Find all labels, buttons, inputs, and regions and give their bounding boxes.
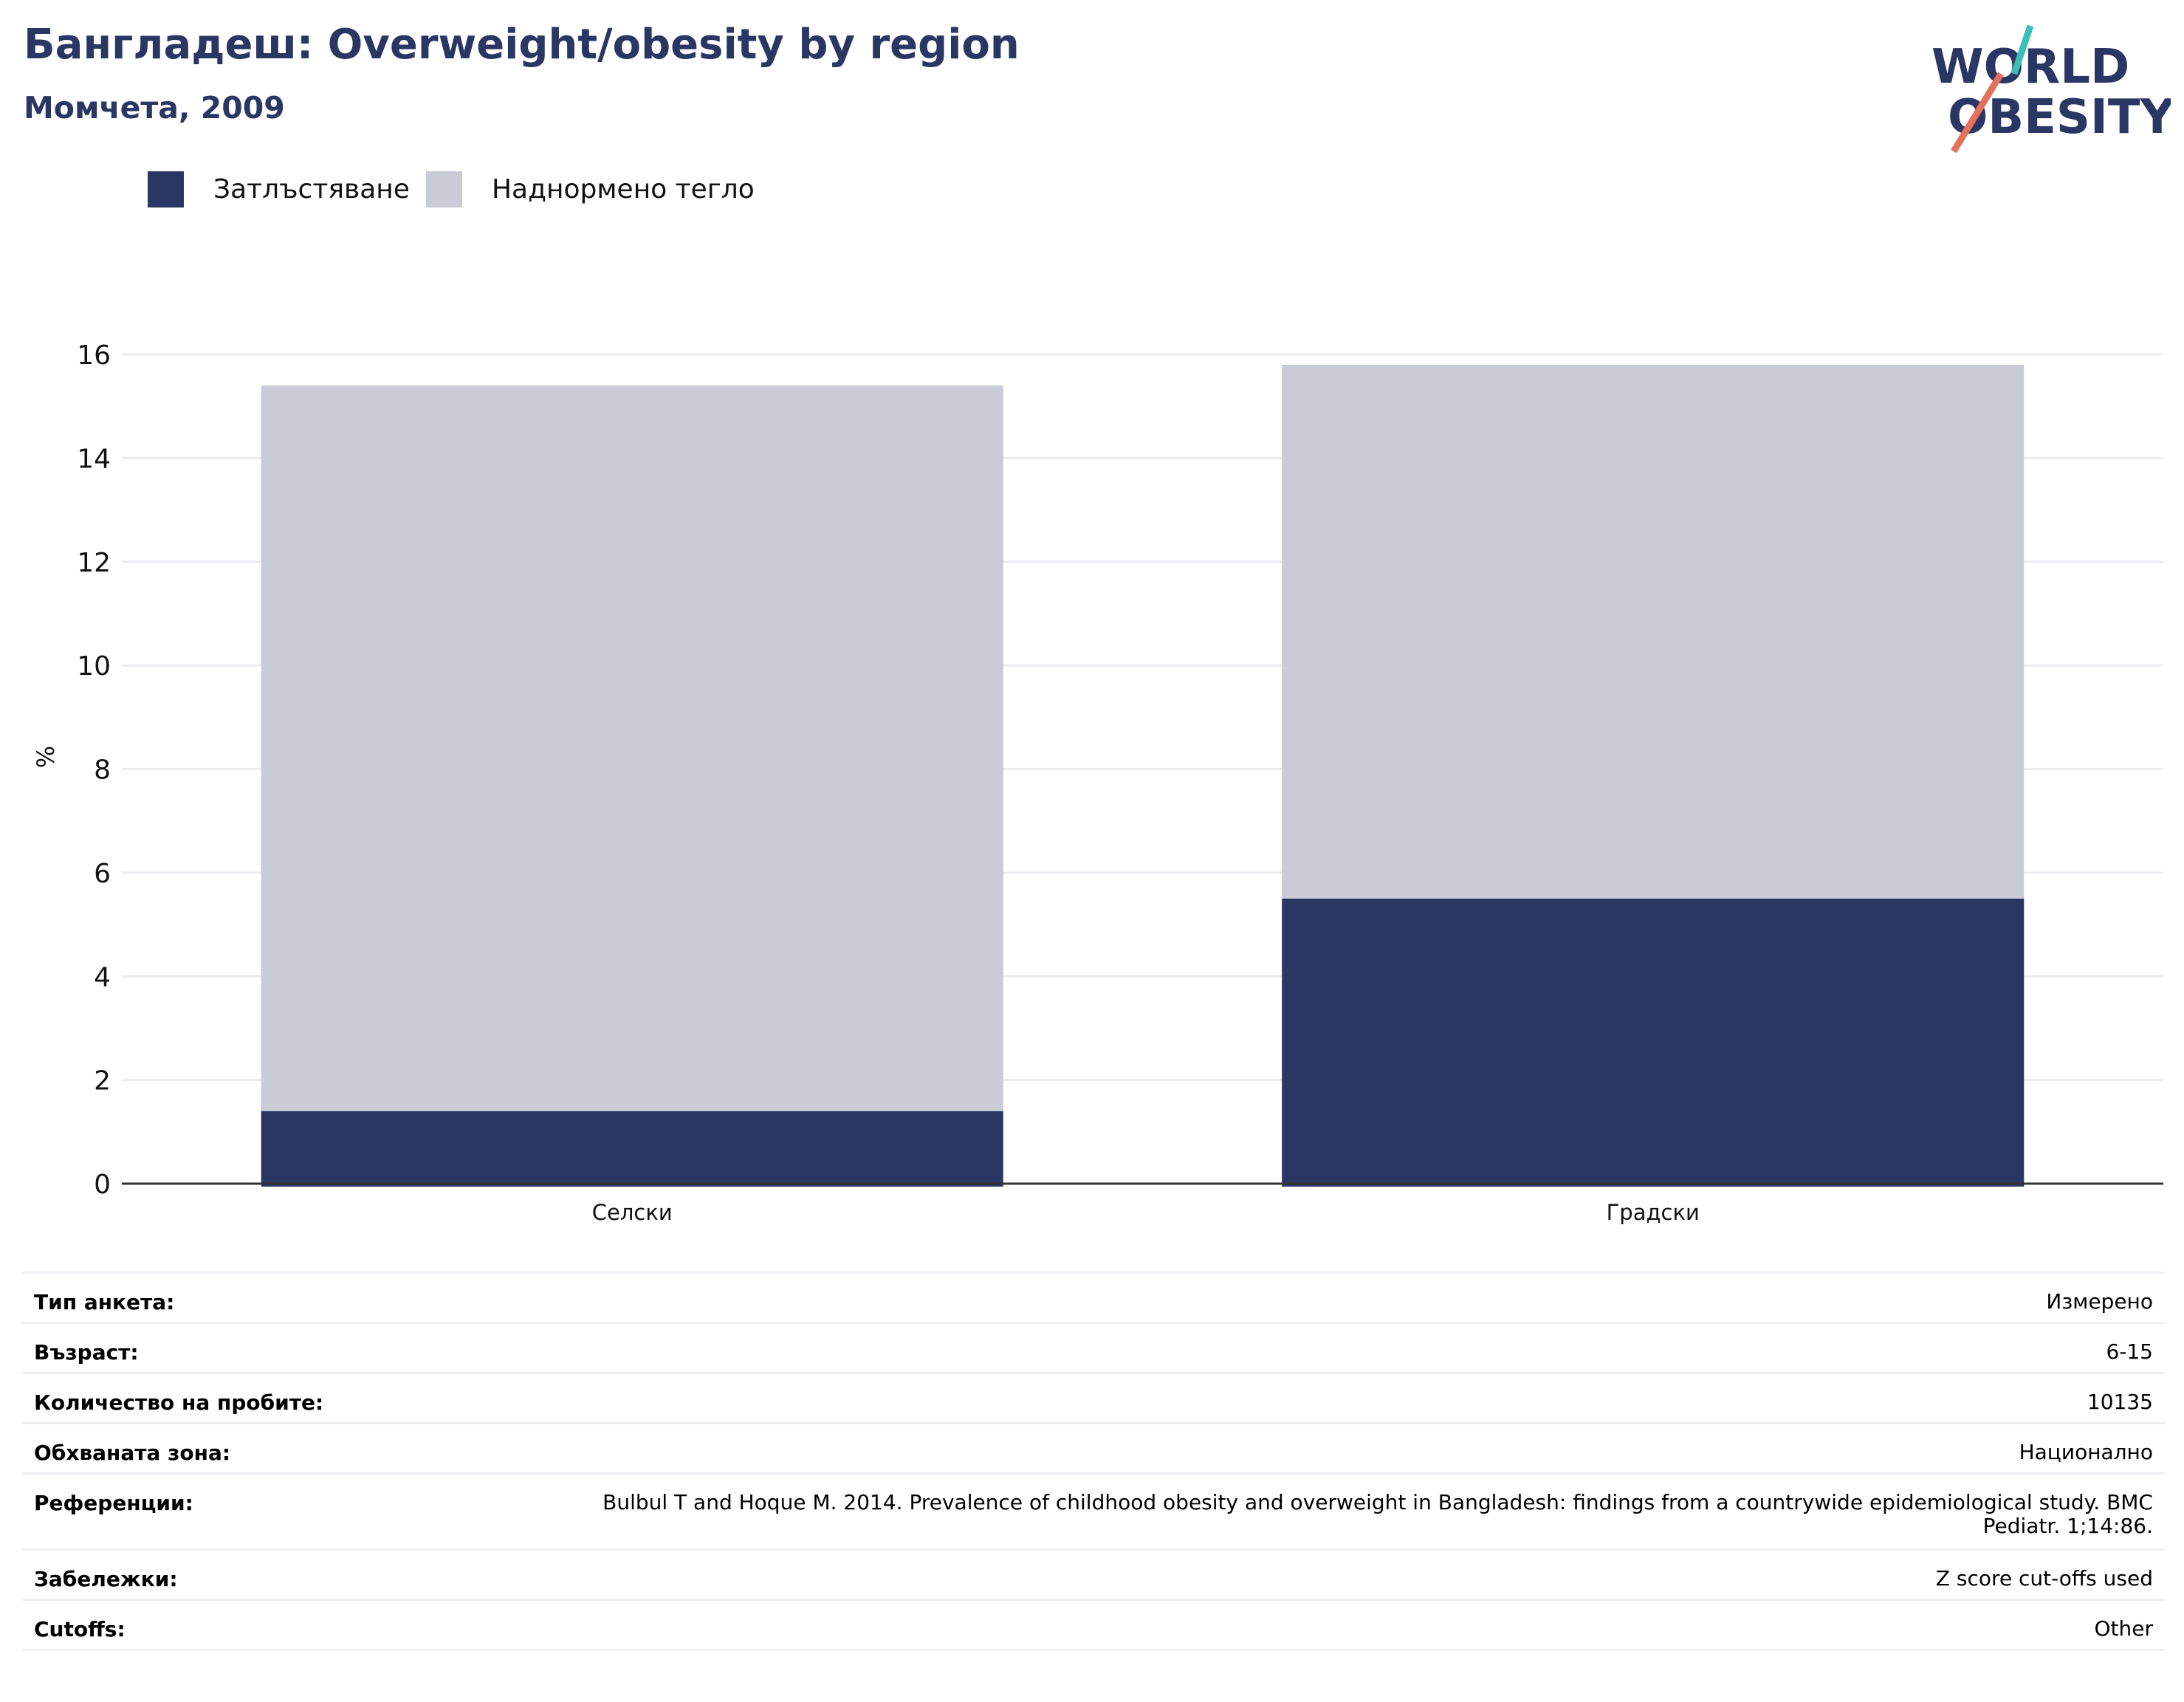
y-tick-label: 12: [77, 548, 111, 578]
y-tick-label: 8: [94, 755, 111, 786]
y-tick-label: 14: [77, 444, 111, 474]
details-value: 10135: [2087, 1390, 2153, 1414]
x-tick-label: Селски: [592, 1200, 673, 1225]
y-tick-label: 4: [94, 962, 111, 992]
details-label: Cutoffs:: [34, 1617, 126, 1641]
legend-item-overweight[interactable]: Наднормено тегло: [425, 171, 755, 207]
details-row-sample-size: Количество на пробите: 10135: [22, 1374, 2165, 1424]
details-value: Other: [2094, 1616, 2153, 1641]
details-row-survey-type: Тип анкета: Измерено: [22, 1274, 2165, 1324]
details-label: Количество на пробите:: [34, 1390, 324, 1415]
details-row-age: Възраст: 6-15: [22, 1324, 2165, 1374]
bar-obesity-0: [261, 1111, 1003, 1187]
y-tick-label: 2: [94, 1066, 111, 1097]
svg-text:WORLD: WORLD: [1931, 40, 2129, 95]
legend-label-obesity: Затлъстяване: [213, 174, 410, 205]
details-value: Национално: [2019, 1440, 2153, 1464]
details-value: Измерено: [2046, 1289, 2153, 1314]
y-tick-label: 10: [77, 651, 111, 682]
details-label: Тип анкета:: [34, 1290, 175, 1314]
y-tick-label: 0: [94, 1170, 111, 1200]
chart-legend: Затлъстяване Наднормено тегло: [148, 171, 771, 207]
chart-title: Бангладеш: Overweight/obesity by region: [24, 21, 1020, 69]
y-axis-label: %: [32, 746, 60, 768]
details-value: 6-15: [2106, 1339, 2153, 1364]
legend-swatch-obesity: [148, 171, 184, 207]
details-table: Тип анкета: Измерено Възраст: 6-15 Колич…: [22, 1272, 2165, 1651]
bar-overweight-1: [1282, 365, 2025, 899]
details-row-cutoffs: Cutoffs: Other: [22, 1601, 2165, 1651]
world-obesity-logo: WORLD OBESITY: [1931, 24, 2171, 154]
y-tick-label: 6: [94, 859, 111, 889]
details-row-notes: Забележки: Z score cut-offs used: [22, 1551, 2165, 1601]
details-value: Z score cut-offs used: [1935, 1566, 2153, 1591]
legend-swatch-overweight: [425, 171, 462, 207]
legend-item-obesity[interactable]: Затлъстяване: [148, 171, 410, 207]
details-row-references: Референции: Bulbul T and Hoque M. 2014. …: [22, 1475, 2165, 1551]
details-row-area: Обхваната зона: Национално: [22, 1424, 2165, 1475]
bar-chart: 0 2 4 6 8 10 12 14 16% Селски Градски: [32, 340, 2163, 1225]
details-label: Забележки:: [34, 1567, 178, 1591]
legend-label-overweight: Наднормено тегло: [491, 174, 755, 205]
details-label: Референции:: [34, 1491, 193, 1515]
bar-obesity-1: [1282, 898, 2025, 1187]
details-value: Bulbul T and Hoque M. 2014. Prevalence o…: [602, 1490, 2153, 1538]
x-tick-label: Градски: [1607, 1200, 1700, 1225]
details-label: Възраст:: [34, 1340, 139, 1365]
details-label: Обхваната зона:: [34, 1441, 231, 1465]
svg-text:OBESITY: OBESITY: [1948, 90, 2171, 145]
chart-subtitle: Момчета, 2009: [24, 90, 285, 126]
bar-overweight-0: [261, 385, 1003, 1111]
y-tick-label: 16: [77, 340, 111, 371]
